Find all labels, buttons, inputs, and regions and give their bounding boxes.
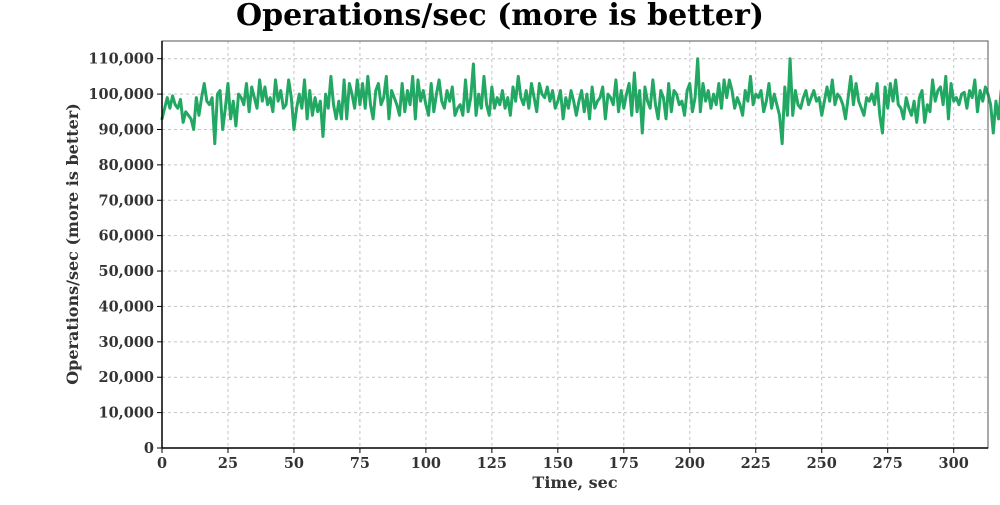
axes <box>157 40 989 453</box>
x-tick-label: 0 <box>157 455 167 472</box>
x-tick-label: 100 <box>411 455 441 472</box>
y-tick-label: 40,000 <box>99 298 155 315</box>
x-tick-label: 125 <box>477 455 507 472</box>
x-tick-label: 200 <box>675 455 705 472</box>
series-layer <box>160 57 1000 146</box>
x-tick-label: 275 <box>873 455 903 472</box>
tick-labels: 0 10,000 20,000 30,000 40,000 50,000 60,000 70,… <box>88 51 968 472</box>
y-tick-label: 20,000 <box>99 369 155 386</box>
x-tick-label: 25 <box>218 455 238 472</box>
y-tick-label: 90,000 <box>99 121 155 138</box>
y-axis-label: Operations/sec (more is better) <box>63 103 82 385</box>
y-tick-label: 0 <box>144 440 154 457</box>
x-tick-label: 50 <box>284 455 304 472</box>
x-tick-label: 250 <box>807 455 837 472</box>
x-axis-label: Time, sec <box>532 473 617 492</box>
chart-title: Operations/sec (more is better) <box>236 0 764 33</box>
y-tick-label: 80,000 <box>99 157 155 174</box>
y-tick-label: 70,000 <box>99 192 155 209</box>
y-tick-label: 100,000 <box>88 86 154 103</box>
x-tick-label: 175 <box>609 455 639 472</box>
y-tick-label: 60,000 <box>99 228 155 245</box>
series-line <box>160 57 1000 146</box>
y-tick-label: 110,000 <box>88 51 154 68</box>
y-tick-label: 10,000 <box>99 405 155 422</box>
y-tick-label: 30,000 <box>99 334 155 351</box>
x-tick-label: 300 <box>939 455 969 472</box>
x-tick-label: 150 <box>543 455 573 472</box>
x-tick-label: 225 <box>741 455 771 472</box>
x-tick-label: 75 <box>350 455 370 472</box>
y-tick-label: 50,000 <box>99 263 155 280</box>
